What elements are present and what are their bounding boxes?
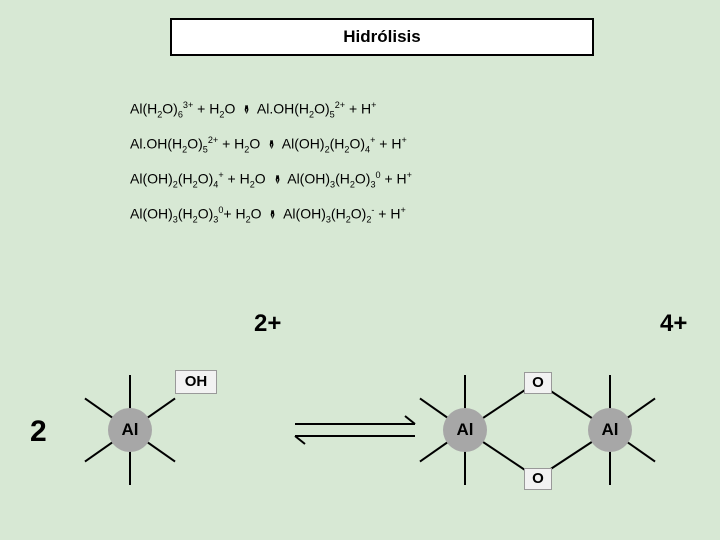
equation-line: Al(H2O)63+ + H2O ✒ Al.OH(H2O)52+ + H+ — [130, 100, 376, 119]
equation-line: Al.OH(H2O)52+ + H2O ✒ Al(OH)2(H2O)4+ + H… — [130, 135, 407, 154]
charge-2plus: 2+ — [254, 310, 281, 338]
bridge-o-bottom: O — [524, 468, 552, 490]
equation-line: Al(OH)2(H2O)4+ + H2O ✒ Al(OH)3(H2O)30 + … — [130, 170, 412, 189]
al-atom-1: Al — [108, 408, 152, 452]
oh-label: OH — [175, 370, 217, 394]
al-atom-2: Al — [443, 408, 487, 452]
bridge-o-top: O — [524, 372, 552, 394]
charge-4plus: 4+ — [660, 310, 687, 338]
equation-line: Al(OH)3(H2O)30+ H2O ✒ Al(OH)3(H2O)2- + H… — [130, 205, 406, 224]
al-atom-3: Al — [588, 408, 632, 452]
title-text: Hidrólisis — [343, 27, 420, 46]
title-box: Hidrólisis — [170, 18, 594, 56]
coefficient-2: 2 — [30, 415, 47, 449]
